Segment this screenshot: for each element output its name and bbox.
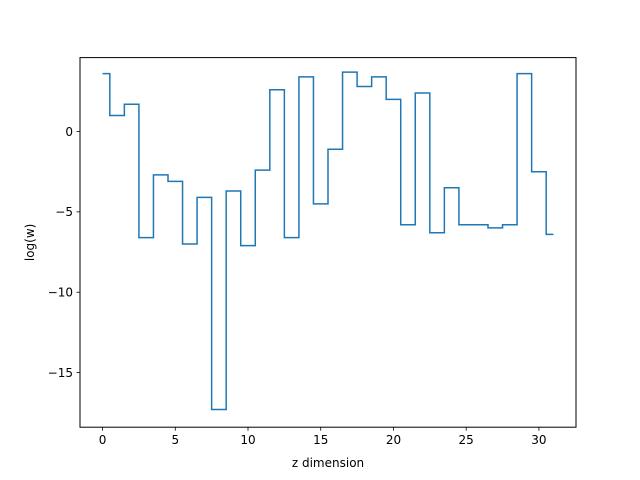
x-tick-label: 15 <box>313 433 328 447</box>
x-tick-label: 10 <box>240 433 255 447</box>
y-tick-label: −15 <box>48 366 73 380</box>
series-line-0 <box>102 71 554 411</box>
x-tick-label: 0 <box>99 433 107 447</box>
axes-frame <box>79 57 577 428</box>
y-tick-label: −10 <box>48 286 73 300</box>
x-tick-label: 30 <box>531 433 546 447</box>
x-tick-label: 5 <box>171 433 179 447</box>
y-axis-label: log(w) <box>23 224 37 261</box>
x-axis-label: z dimension <box>292 456 364 470</box>
x-tick-label: 20 <box>386 433 401 447</box>
x-tick-label: 25 <box>459 433 474 447</box>
y-tick-label: 0 <box>65 125 73 139</box>
y-tick-label: −5 <box>55 205 73 219</box>
